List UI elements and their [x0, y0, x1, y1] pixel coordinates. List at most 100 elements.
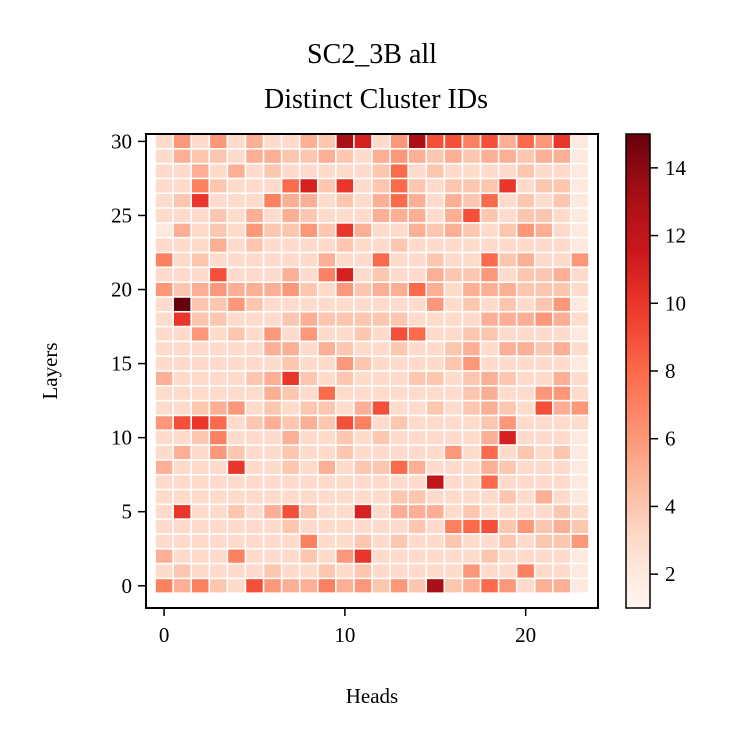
- heatmap-cell: [282, 327, 299, 341]
- heatmap-cell: [173, 223, 191, 237]
- heatmap-cell: [318, 282, 336, 297]
- heatmap-cell: [408, 475, 426, 489]
- heatmap-cell: [390, 194, 408, 208]
- heatmap-cell: [354, 342, 372, 356]
- heatmap-cell: [408, 505, 426, 519]
- heatmap-cell: [535, 268, 552, 282]
- heatmap-cell: [318, 179, 336, 193]
- heatmap-cell: [228, 445, 245, 460]
- heatmap-cell: [390, 549, 408, 563]
- heatmap-cell: [318, 342, 336, 356]
- heatmap-cell: [300, 490, 317, 504]
- heatmap-cell: [192, 342, 209, 356]
- heatmap-cell: [517, 342, 534, 356]
- heatmap-cell: [300, 401, 317, 415]
- heatmap-cell: [336, 164, 354, 178]
- heatmap-cell: [499, 297, 516, 311]
- heatmap-cell: [408, 164, 426, 178]
- heatmap-cell: [390, 445, 408, 460]
- heatmap-cell: [173, 149, 191, 163]
- heatmap-cell: [427, 282, 444, 297]
- heatmap-cell: [481, 134, 498, 149]
- heatmap-cell: [553, 401, 571, 415]
- heatmap-cell: [192, 579, 209, 593]
- heatmap-cell: [282, 312, 299, 326]
- heatmap-cell: [246, 179, 263, 193]
- heatmap-cell: [517, 223, 534, 237]
- heatmap-cell: [318, 327, 336, 341]
- heatmap-cell: [390, 401, 408, 415]
- heatmap-cell: [264, 431, 281, 445]
- heatmap-cell: [300, 194, 317, 208]
- heatmap-cell: [210, 490, 227, 504]
- heatmap-cell: [481, 179, 498, 193]
- heatmap-cell: [445, 208, 462, 223]
- heatmap-cell: [372, 194, 390, 208]
- heatmap-cell: [571, 342, 589, 356]
- heatmap-cell: [155, 179, 173, 193]
- heatmap-cell: [372, 282, 390, 297]
- heatmap-cell: [282, 564, 299, 578]
- heatmap-cell: [336, 519, 354, 534]
- colorbar-tick-label: 14: [665, 156, 687, 180]
- heatmap-cell: [173, 134, 191, 149]
- heatmap-cell: [553, 179, 571, 193]
- heatmap-cell: [282, 519, 299, 534]
- heatmap-cell: [390, 253, 408, 267]
- heatmap-cell: [535, 223, 552, 237]
- x-tick-label: 10: [334, 623, 355, 647]
- colorbar-tick-label: 2: [665, 562, 676, 586]
- heatmap-cell: [354, 268, 372, 282]
- heatmap-cell: [282, 297, 299, 311]
- heatmap-cell: [445, 238, 462, 252]
- heatmap-cell: [571, 297, 589, 311]
- heatmap-cell: [535, 327, 552, 341]
- heatmap-cell: [155, 282, 173, 297]
- heatmap-cell: [390, 564, 408, 578]
- heatmap-cell: [264, 164, 281, 178]
- heatmap-cell: [535, 431, 552, 445]
- colorbar-tick-label: 10: [665, 291, 686, 315]
- heatmap-cell: [535, 416, 552, 430]
- heatmap-cell: [408, 327, 426, 341]
- heatmap-cell: [336, 208, 354, 223]
- heatmap-cell: [336, 312, 354, 326]
- heatmap-cell: [354, 327, 372, 341]
- heatmap-cell: [390, 356, 408, 371]
- heatmap-cell: [571, 164, 589, 178]
- heatmap-cell: [354, 401, 372, 415]
- heatmap-cell: [481, 282, 498, 297]
- heatmap-cell: [318, 356, 336, 371]
- heatmap-cell: [445, 268, 462, 282]
- heatmap-cell: [300, 312, 317, 326]
- heatmap-cell: [300, 282, 317, 297]
- heatmap-cell: [553, 327, 571, 341]
- heatmap-cell: [553, 223, 571, 237]
- heatmap-cell: [445, 223, 462, 237]
- heatmap-cell: [354, 149, 372, 163]
- heatmap-cell: [246, 223, 263, 237]
- heatmap-cell: [155, 460, 173, 474]
- heatmap-cell: [427, 401, 444, 415]
- heatmap-cell: [210, 445, 227, 460]
- heatmap-cell: [300, 564, 317, 578]
- heatmap-cell: [155, 149, 173, 163]
- heatmap-cell: [192, 519, 209, 534]
- heatmap-cell: [282, 416, 299, 430]
- heatmap-cell: [336, 475, 354, 489]
- heatmap-cell: [390, 460, 408, 474]
- heatmap-cell: [336, 549, 354, 563]
- heatmap-cell: [210, 149, 227, 163]
- colorbar-ticks: 2 4 6 8 10 12 14: [650, 156, 687, 586]
- heatmap-cell: [228, 282, 245, 297]
- heatmap-cell: [173, 327, 191, 341]
- heatmap-cell: [517, 505, 534, 519]
- heatmap-cell: [535, 356, 552, 371]
- heatmap-cell: [246, 534, 263, 548]
- heatmap-cell: [336, 490, 354, 504]
- heatmap-cell: [553, 445, 571, 460]
- heatmap-cell: [390, 238, 408, 252]
- heatmap-cell: [228, 579, 245, 593]
- heatmap-cell: [408, 490, 426, 504]
